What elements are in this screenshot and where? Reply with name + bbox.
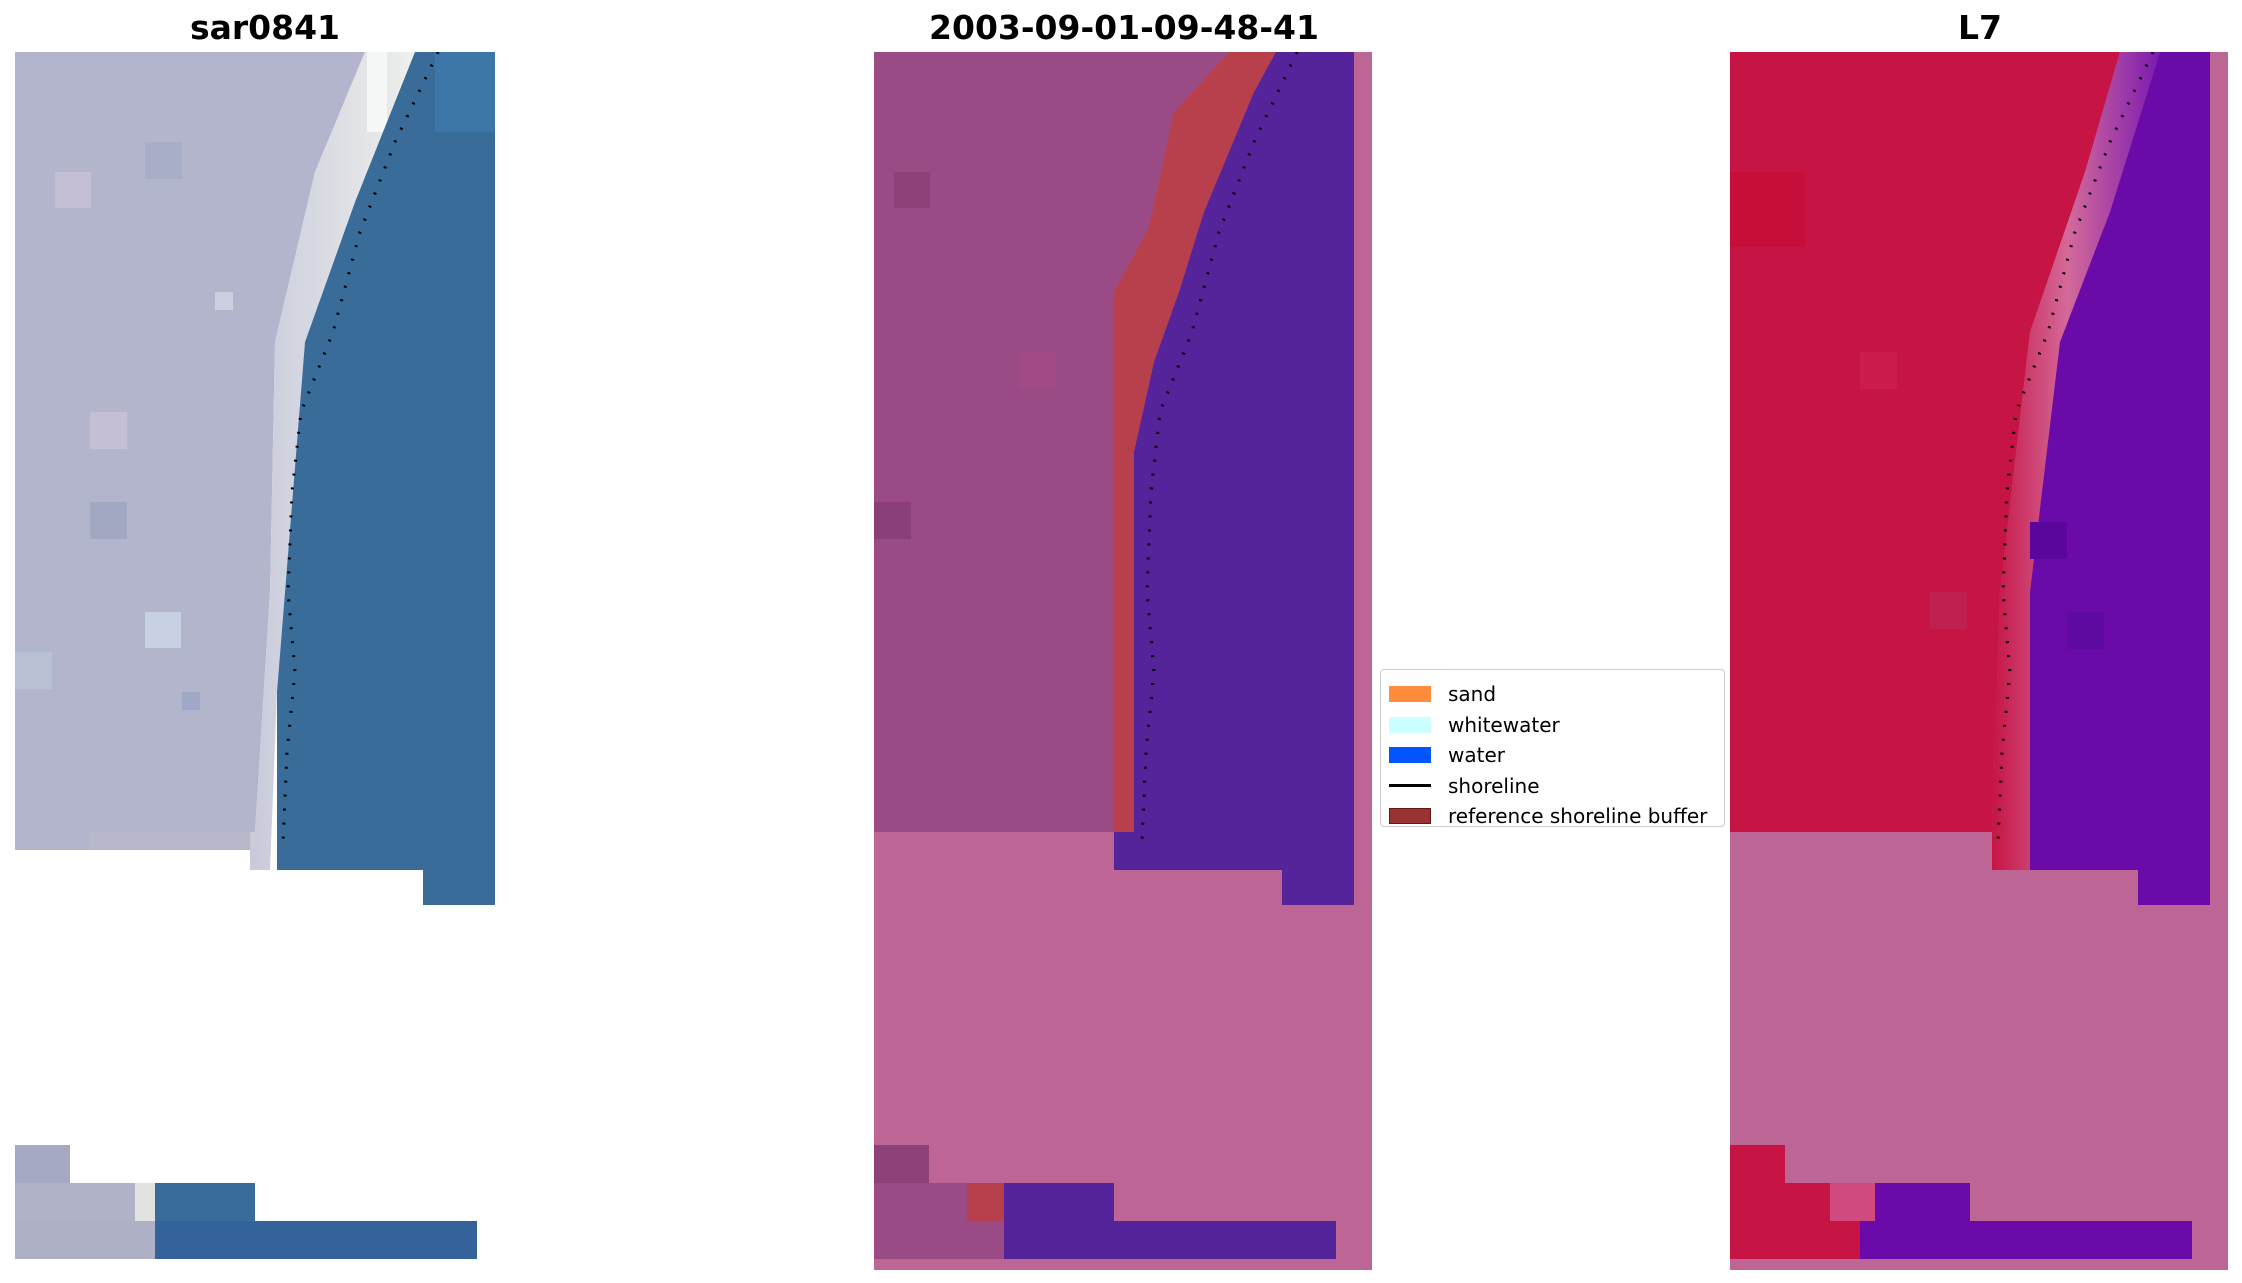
legend-label: shoreline [1448, 773, 1540, 798]
shoreline-line [1389, 784, 1431, 788]
classified-bottom-strip [874, 1145, 1336, 1259]
legend-item-water: water [1381, 740, 1724, 771]
false-color-transition [1992, 52, 2160, 870]
panel-title-classified: 2003-09-01-09-48-41 [929, 8, 1319, 47]
whitewater-swatch [1389, 716, 1431, 733]
legend-item-buffer: reference shoreline buffer [1381, 801, 1724, 832]
legend-label: whitewater [1448, 712, 1560, 737]
false-color-bottom-strip [1730, 1145, 2192, 1259]
legend: sand whitewater water shoreline referenc… [1380, 669, 1725, 827]
classified-buffer [967, 52, 1276, 1221]
buffer-swatch [1389, 808, 1431, 825]
false-color-image-panel [1730, 52, 2228, 1270]
water-swatch [1389, 747, 1431, 764]
false-color-water [2030, 52, 2210, 905]
rgb-water [277, 52, 495, 905]
classified-shoreline [1140, 52, 1299, 843]
rgb-beach [250, 52, 415, 870]
legend-item-shoreline: shoreline [1381, 771, 1724, 802]
legend-label: reference shoreline buffer [1448, 804, 1708, 829]
rgb-image-panel [15, 52, 495, 1259]
false-color-land [1730, 52, 2120, 870]
sand-swatch [1389, 686, 1431, 703]
rgb-bottom-strip [15, 1145, 477, 1259]
legend-item-whitewater: whitewater [1381, 710, 1724, 741]
panel-title-false-color: L7 [1958, 8, 2002, 47]
classified-water [1114, 52, 1354, 905]
false-color-shoreline [1996, 52, 2155, 843]
legend-label: sand [1448, 682, 1497, 707]
legend-item-sand: sand [1381, 679, 1724, 710]
panel-title-rgb: sar0841 [189, 8, 341, 47]
classified-image-panel [874, 52, 1372, 1270]
classified-land [874, 52, 1229, 870]
legend-label: water [1448, 743, 1505, 768]
rgb-shoreline [281, 52, 440, 843]
